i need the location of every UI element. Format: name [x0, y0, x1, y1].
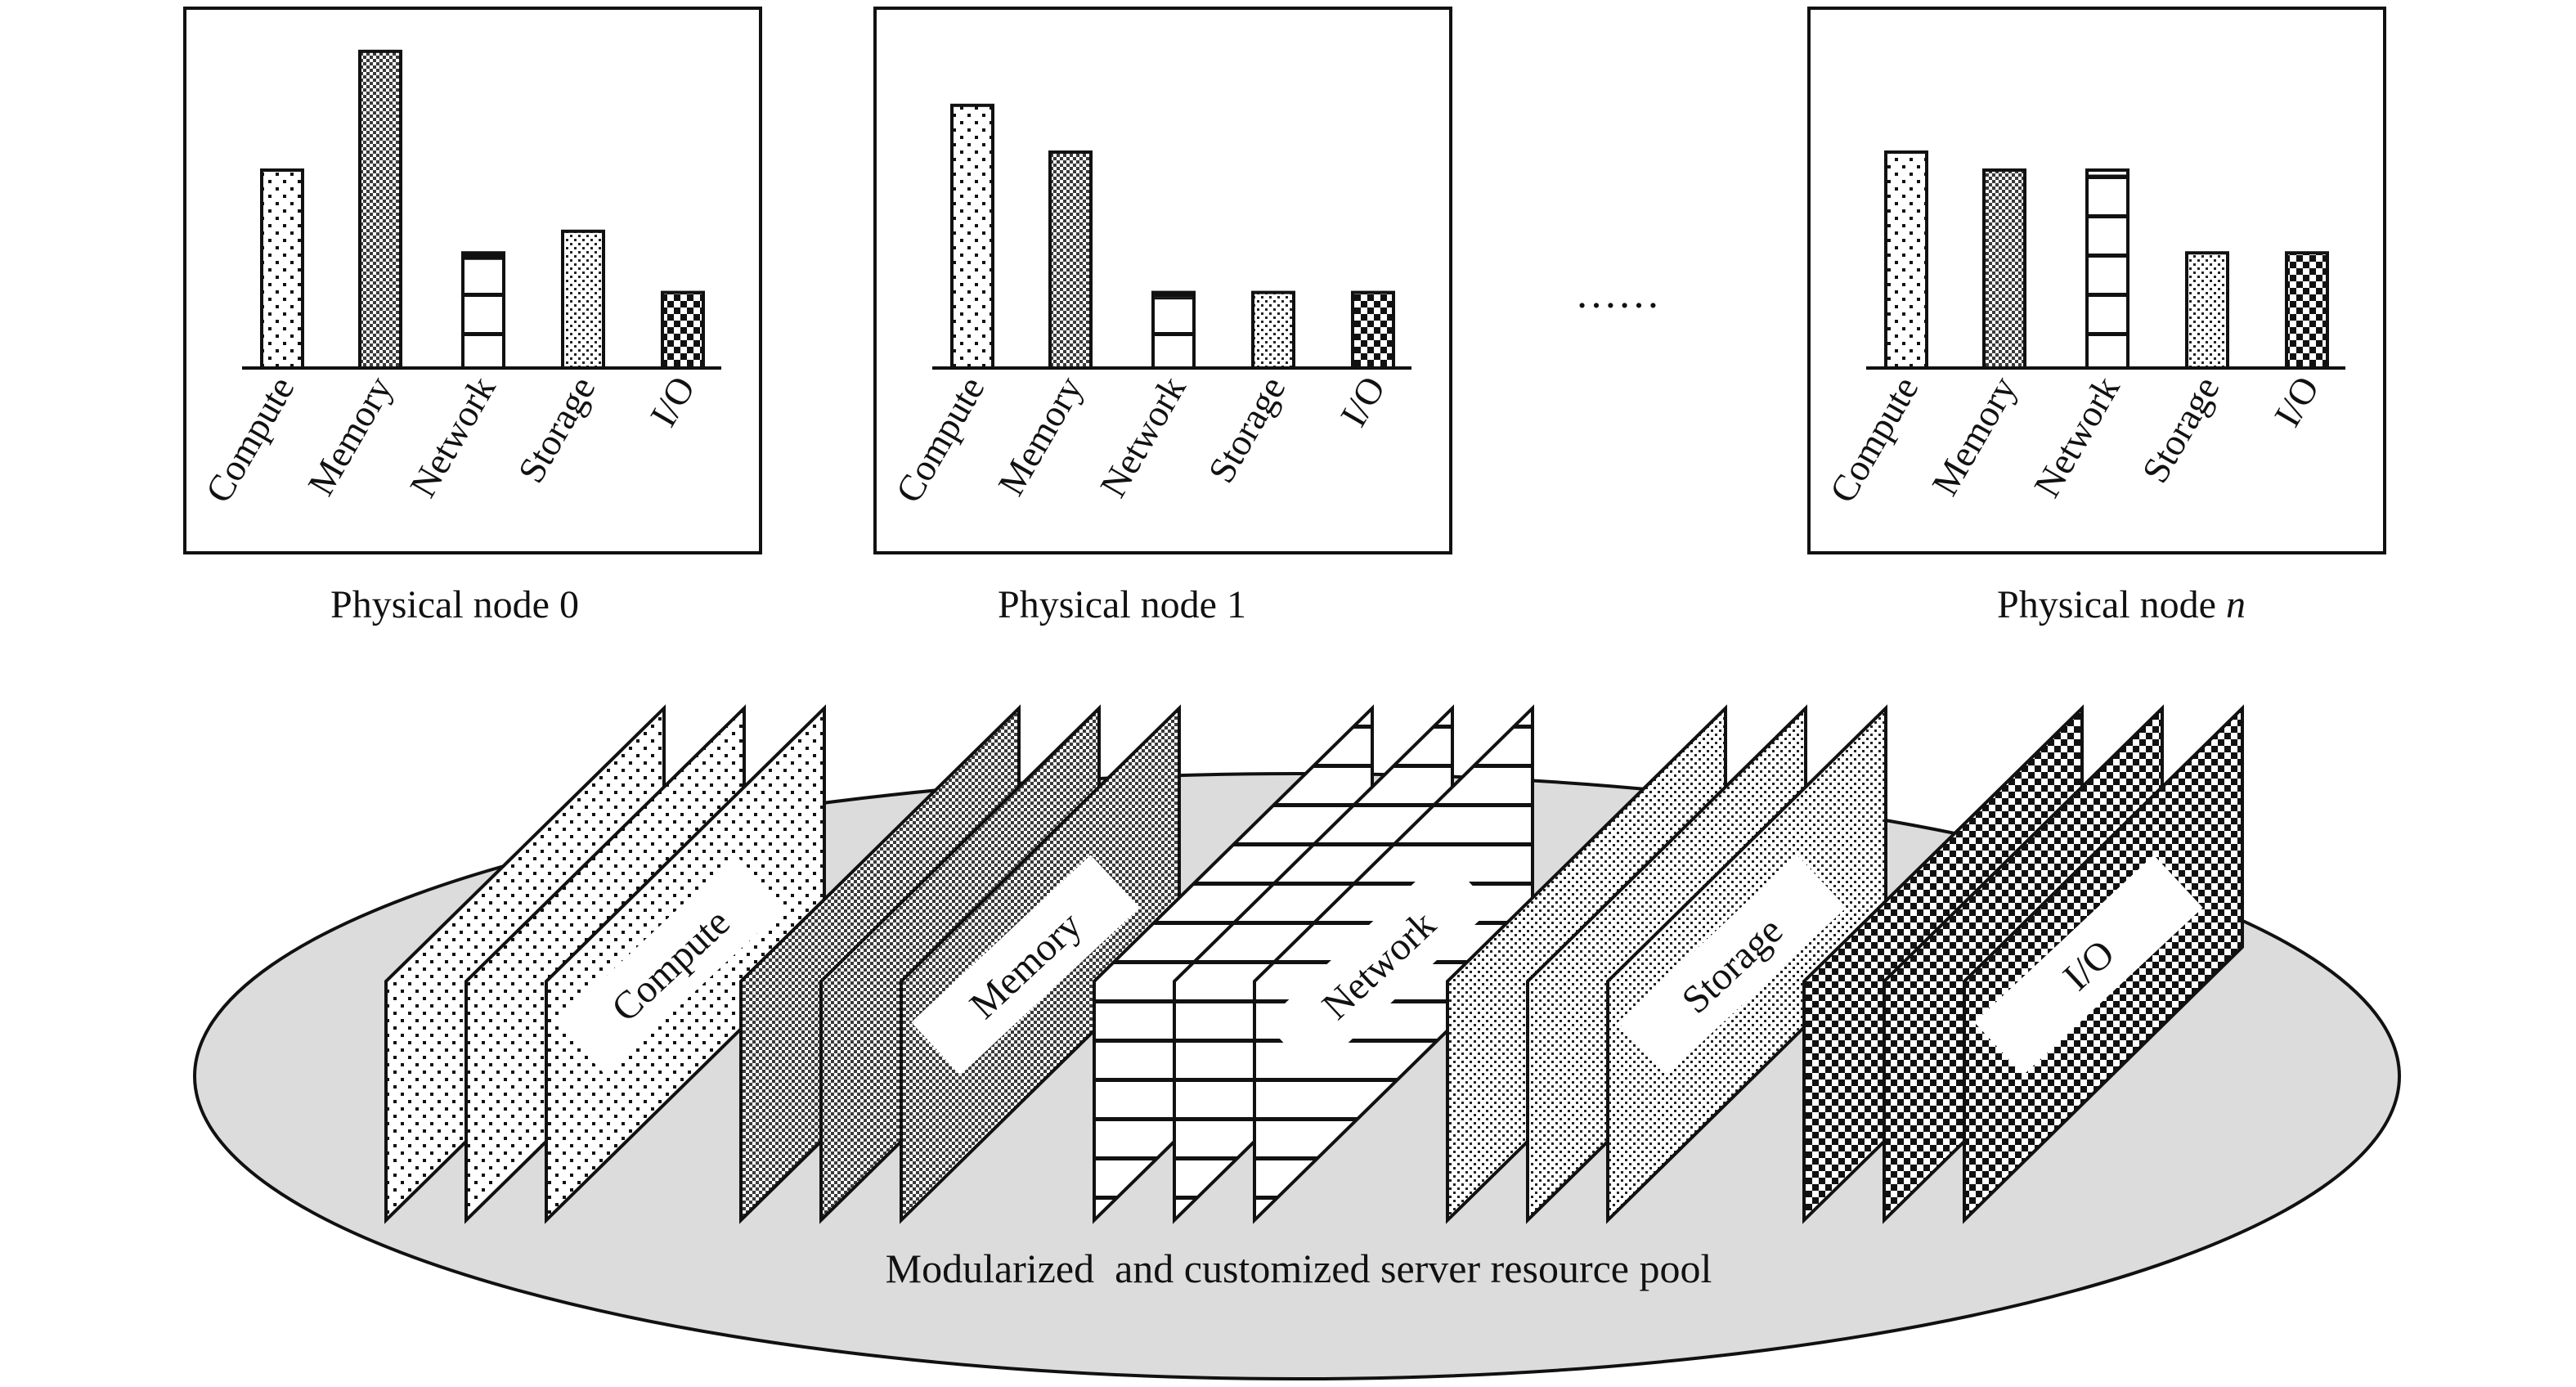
bar-storage	[2185, 251, 2229, 370]
pool-resource-stacks: Compute Memory Network Storage I/O	[384, 704, 2244, 1224]
node-caption: Physical node 0	[330, 583, 579, 626]
stack-label-box	[1264, 855, 1493, 1075]
ellipsis-separator: ……	[1575, 271, 1660, 317]
bar-network	[2085, 168, 2129, 370]
category-label: Storage	[2134, 370, 2227, 490]
stack-label-box	[911, 855, 1140, 1075]
stack-label-box	[1618, 855, 1847, 1075]
bar-io	[661, 290, 705, 370]
resource-pool: Compute Memory Network Storage I/O Modulariz…	[193, 704, 2401, 1380]
stack-network: Network	[1093, 704, 1534, 1224]
category-label: Compute	[197, 370, 303, 510]
stack-label: I/O	[1974, 855, 2203, 1075]
bar-memory	[1982, 168, 2026, 370]
stack-label-box	[556, 855, 785, 1075]
pool-caption: Modularized and customized server resour…	[886, 1246, 1712, 1291]
bar-memory	[1048, 150, 1093, 370]
category-label: I/O	[1332, 370, 1393, 434]
category-label: Network	[2026, 370, 2128, 505]
node-frame	[1807, 7, 2386, 554]
stack-storage: Storage	[1446, 704, 1887, 1224]
bar-io	[2285, 251, 2329, 370]
bar-storage	[1251, 290, 1295, 370]
category-label: Memory	[299, 370, 400, 503]
category-label: Network	[1092, 370, 1194, 505]
node-bars	[260, 49, 705, 370]
bar-network	[1151, 290, 1196, 370]
node-caption: Physical node 1	[998, 583, 1246, 626]
category-label: Network	[402, 370, 504, 505]
category-label: Compute	[887, 370, 993, 510]
node-frame	[183, 7, 762, 554]
stack-label: Storage	[1618, 855, 1847, 1075]
node-bars	[1884, 150, 2329, 370]
stack-label-box	[1974, 855, 2203, 1075]
stack-memory: Memory	[739, 704, 1181, 1224]
node-frame	[873, 7, 1452, 554]
stack-io: I/O	[1802, 704, 2244, 1224]
bar-network	[461, 251, 505, 370]
category-label: Memory	[1923, 370, 2024, 503]
category-label: I/O	[2266, 370, 2327, 434]
category-label: Storage	[1200, 370, 1293, 490]
stack-compute: Compute	[384, 704, 826, 1224]
category-label: I/O	[642, 370, 703, 434]
bar-compute	[260, 168, 304, 370]
category-label: Compute	[1821, 370, 1927, 510]
node-bars	[950, 103, 1395, 370]
bar-memory	[358, 49, 402, 370]
category-label: Memory	[990, 370, 1090, 503]
bar-storage	[561, 229, 605, 370]
category-label: Storage	[509, 370, 603, 490]
bar-compute	[1884, 150, 1928, 370]
bar-io	[1351, 290, 1395, 370]
bar-compute	[950, 103, 994, 370]
node-caption: Physical node n	[1997, 583, 2246, 626]
